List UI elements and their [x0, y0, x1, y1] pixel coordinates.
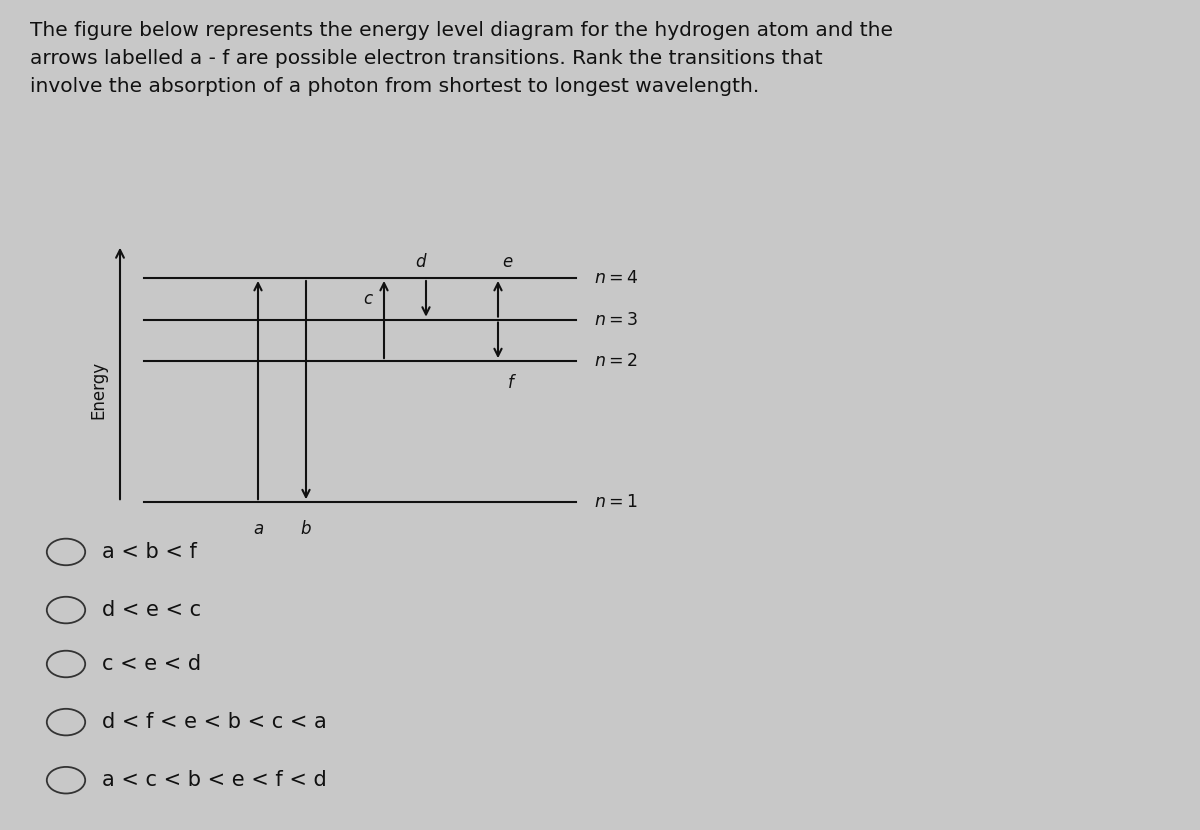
Text: e: e	[503, 253, 512, 271]
Text: Energy: Energy	[90, 361, 108, 419]
Text: a: a	[253, 520, 263, 539]
Text: d < e < c: d < e < c	[102, 600, 202, 620]
Text: $n=2$: $n=2$	[594, 352, 637, 370]
Text: $n=3$: $n=3$	[594, 310, 638, 329]
Text: $n=4$: $n=4$	[594, 269, 638, 287]
Text: $n=1$: $n=1$	[594, 493, 637, 511]
Text: a < c < b < e < f < d: a < c < b < e < f < d	[102, 770, 326, 790]
Text: c < e < d: c < e < d	[102, 654, 202, 674]
Text: d: d	[415, 253, 425, 271]
Text: The figure below represents the energy level diagram for the hydrogen atom and t: The figure below represents the energy l…	[30, 21, 893, 95]
Text: b: b	[301, 520, 311, 539]
Text: d < f < e < b < c < a: d < f < e < b < c < a	[102, 712, 326, 732]
Text: c: c	[362, 290, 372, 308]
Text: f: f	[508, 374, 514, 392]
Text: a < b < f: a < b < f	[102, 542, 197, 562]
